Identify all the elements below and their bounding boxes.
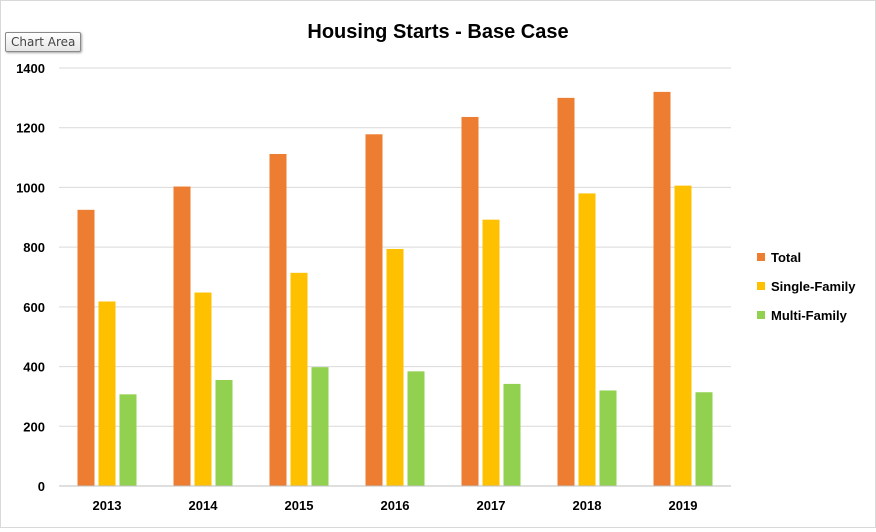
- bar-multi-family-2014[interactable]: [215, 380, 233, 486]
- bar-single-family-2017[interactable]: [482, 219, 500, 486]
- bar-multi-family-2013[interactable]: [119, 394, 137, 486]
- legend-swatch: [757, 253, 765, 261]
- bar-multi-family-2016[interactable]: [407, 371, 425, 486]
- x-tick-label: 2018: [573, 498, 602, 513]
- x-tick-label: 2014: [189, 498, 219, 513]
- legend-label[interactable]: Multi-Family: [771, 308, 848, 323]
- x-tick-label: 2019: [669, 498, 698, 513]
- bar-single-family-2015[interactable]: [290, 272, 308, 486]
- chart-title: Housing Starts - Base Case: [307, 21, 568, 43]
- chart-area-tooltip: Chart Area: [5, 32, 82, 52]
- bar-multi-family-2017[interactable]: [503, 383, 521, 486]
- bar-multi-family-2018[interactable]: [599, 390, 617, 486]
- y-tick-label: 800: [23, 240, 45, 255]
- y-tick-label: 200: [23, 419, 45, 434]
- y-tick-label: 600: [23, 300, 45, 315]
- bar-total-2013[interactable]: [77, 209, 95, 487]
- bar-total-2017[interactable]: [461, 116, 479, 487]
- bar-single-family-2016[interactable]: [386, 248, 404, 486]
- bar-multi-family-2019[interactable]: [695, 392, 713, 486]
- bar-single-family-2019[interactable]: [674, 185, 692, 486]
- y-tick-label: 1000: [16, 180, 45, 195]
- legend-label[interactable]: Single-Family: [771, 279, 856, 294]
- x-tick-label: 2016: [381, 498, 410, 513]
- y-tick-label: 1400: [16, 61, 45, 76]
- y-tick-label: 0: [38, 479, 45, 494]
- bar-single-family-2018[interactable]: [578, 193, 596, 486]
- legend-swatch: [757, 282, 765, 290]
- bar-total-2019[interactable]: [653, 91, 671, 486]
- legend-label[interactable]: Total: [771, 250, 801, 265]
- bar-multi-family-2015[interactable]: [311, 367, 329, 486]
- legend-swatch: [757, 311, 765, 319]
- bar-total-2016[interactable]: [365, 134, 383, 487]
- y-tick-label: 400: [23, 360, 45, 375]
- bar-total-2015[interactable]: [269, 153, 287, 486]
- bar-total-2014[interactable]: [173, 186, 191, 487]
- bar-single-family-2014[interactable]: [194, 292, 212, 486]
- y-tick-label: 1200: [16, 121, 45, 136]
- bar-single-family-2013[interactable]: [98, 301, 116, 486]
- x-tick-label: 2013: [93, 498, 122, 513]
- x-tick-label: 2015: [285, 498, 314, 513]
- bar-total-2018[interactable]: [557, 97, 575, 486]
- x-tick-label: 2017: [477, 498, 506, 513]
